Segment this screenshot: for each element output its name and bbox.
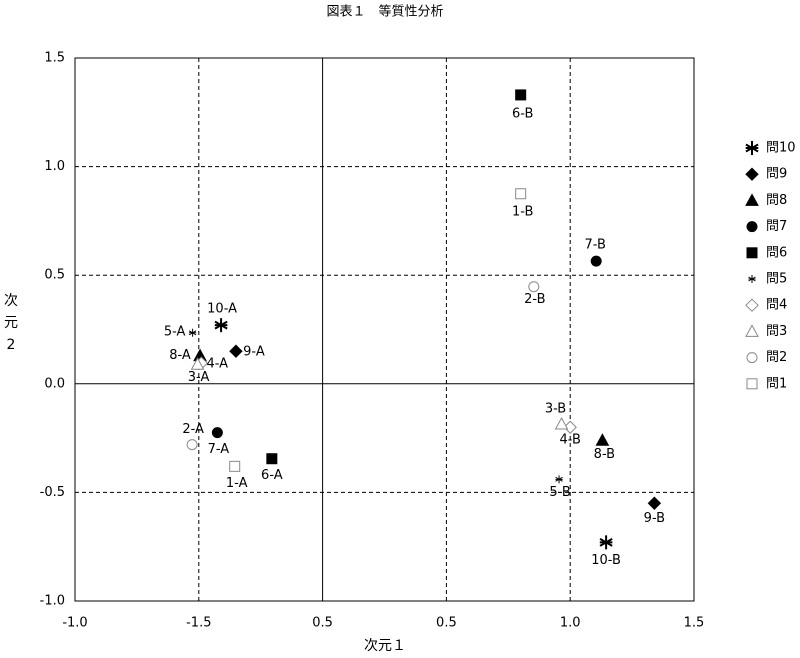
marker (554, 416, 569, 430)
marker-shape (515, 188, 527, 200)
legend-label: 問8 (766, 193, 787, 208)
marker (515, 89, 527, 101)
legend-marker (746, 378, 758, 390)
point-label: 1-A (226, 476, 248, 491)
legend-marker (745, 193, 759, 206)
point-label: 10-B (591, 553, 621, 568)
point-label: 8-B (594, 447, 615, 462)
marker-shape (563, 420, 577, 434)
point-label: 2-B (524, 292, 545, 307)
marker-shape (266, 453, 278, 465)
point-label: 10-A (207, 302, 237, 317)
marker-shape (595, 433, 610, 446)
marker-shape (528, 281, 540, 293)
point-label: 9-B (644, 511, 665, 526)
legend-marker (746, 221, 758, 233)
point-label: 3-A (188, 370, 210, 385)
marker-shape (211, 427, 223, 439)
marker-shape (229, 344, 243, 358)
marker-shape (745, 298, 759, 312)
x-tick-label: 1.0 (560, 616, 581, 631)
x-tick-label: -1.5 (186, 616, 211, 631)
y-tick-label: -1.0 (40, 594, 65, 609)
marker (214, 318, 228, 333)
marker-shape (746, 221, 758, 233)
marker (599, 535, 613, 550)
marker-shape (746, 352, 758, 364)
marker (515, 188, 527, 200)
marker (211, 427, 223, 439)
marker-shape (554, 416, 569, 430)
marker (647, 496, 662, 510)
marker-shape (746, 378, 758, 390)
legend-marker (745, 324, 759, 337)
marker-shape (515, 89, 527, 101)
marker (266, 453, 278, 465)
point-label: 4-A (206, 357, 228, 372)
point-label: 6-B (512, 106, 533, 121)
marker-shape (745, 193, 759, 206)
marker (186, 439, 198, 451)
marker-shape (229, 460, 241, 472)
legend-marker (746, 247, 758, 259)
legend-marker (748, 275, 756, 283)
marker-shape (746, 247, 758, 259)
marker (229, 344, 243, 358)
x-tick-label: -1.0 (62, 616, 87, 631)
legend-label: 問7 (766, 219, 787, 234)
point-label: 9-A (243, 345, 265, 360)
y-tick-label: 0.0 (44, 376, 65, 391)
point-label: 2-A (182, 422, 204, 437)
marker (190, 357, 205, 370)
chart-title: 図表１ 等質性分析 (326, 4, 443, 20)
marker (528, 281, 540, 293)
legend-marker (745, 298, 759, 312)
point-label: 7-A (208, 442, 230, 457)
y-axis-label: 次元 2 (4, 293, 18, 353)
legend-label: 問6 (766, 245, 787, 260)
marker (563, 420, 577, 434)
point-label: 1-B (512, 204, 533, 219)
legend-label: 問5 (766, 272, 787, 287)
point-label: 7-B (584, 238, 605, 253)
legend-marker (746, 352, 758, 364)
x-tick-label: 0.5 (436, 616, 457, 631)
legend-label: 問4 (766, 298, 787, 313)
marker-shape (186, 439, 198, 451)
point-label: 3-B (545, 401, 566, 416)
legend-label: 問3 (766, 324, 787, 339)
point-label: 5-B (549, 485, 570, 500)
x-tick-label: 1.5 (684, 616, 705, 631)
legend-marker (745, 141, 759, 155)
marker (229, 460, 241, 472)
marker (590, 255, 602, 267)
y-tick-label: 1.5 (44, 51, 65, 66)
legend-label: 問9 (766, 167, 787, 182)
marker (188, 328, 197, 337)
point-label: 4-B (559, 433, 580, 448)
legend-label: 問1 (766, 376, 787, 391)
legend-marker (745, 167, 759, 181)
y-tick-label: 1.0 (44, 159, 65, 174)
y-tick-label: 0.5 (44, 268, 65, 283)
plot-frame (74, 57, 695, 602)
marker-shape (190, 357, 205, 370)
marker (595, 433, 610, 446)
x-axis-label: 次元１ (364, 638, 406, 654)
marker-shape (745, 167, 759, 181)
y-tick-label: -0.5 (40, 485, 65, 500)
point-label: 5-A (164, 324, 186, 339)
x-tick-label: 0.5 (312, 616, 333, 631)
legend-label: 問2 (766, 350, 787, 365)
marker-shape (590, 255, 602, 267)
marker-shape (647, 496, 662, 510)
marker-shape (745, 324, 759, 337)
marker (555, 475, 563, 484)
point-label: 6-A (261, 468, 283, 483)
legend-label: 問10 (766, 141, 796, 156)
point-label: 8-A (169, 348, 191, 363)
